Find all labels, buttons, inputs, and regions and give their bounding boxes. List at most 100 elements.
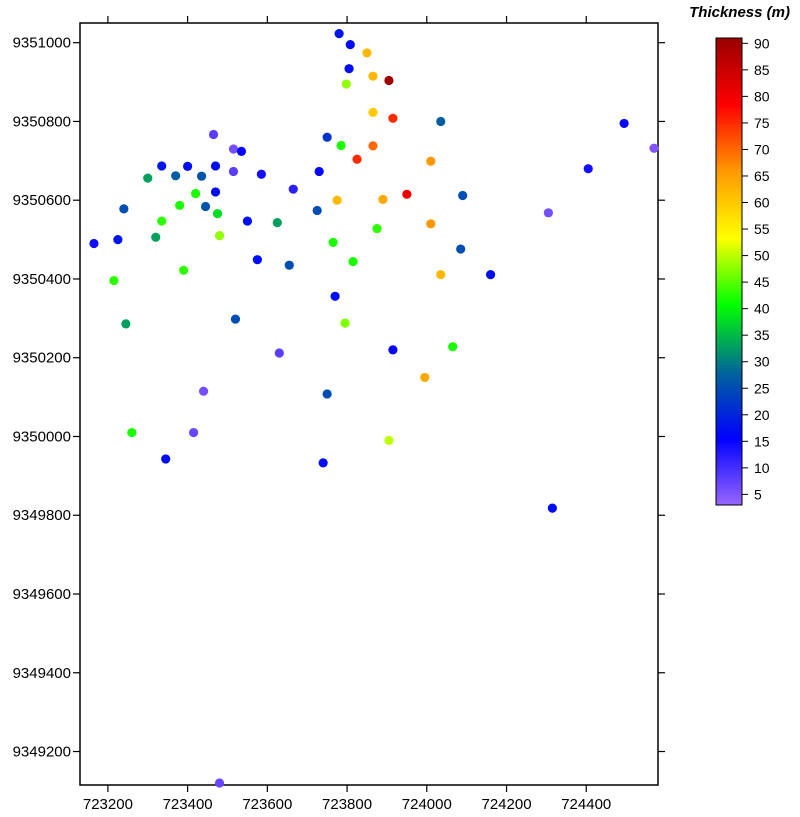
colorbar-tick-label: 25 [754,380,770,396]
data-point [372,223,382,234]
data-point [352,154,362,164]
y-tick-label: 9350600 [13,192,71,209]
data-point [402,189,412,199]
colorbar-tick-label: 60 [754,195,770,211]
data-point [485,270,496,280]
data-point [143,173,153,183]
colorbar-tick-label: 55 [754,221,770,237]
data-point [420,372,430,383]
y-tick-label: 9350200 [13,350,71,367]
colorbar-tick-label: 70 [754,141,770,157]
data-point [322,132,332,142]
data-point [378,194,388,205]
x-axis: 723200 723400 723600 723800 724000 724200 7244… [83,16,611,813]
data-point [191,188,201,199]
data-point [109,275,119,286]
data-point [436,270,446,280]
y-tick-label: 9349800 [13,507,71,524]
data-point [171,171,181,181]
data-point [368,107,378,117]
data-point [456,244,466,254]
data-point [312,205,322,216]
data-point [208,129,219,140]
x-tick-label: 723400 [163,796,213,813]
colorbar-tick-label: 10 [754,460,770,476]
data-point [214,778,225,788]
data-point [183,161,193,171]
data-point [426,219,436,229]
colorbar-tick-label: 5 [754,486,762,502]
data-point [252,255,262,265]
data-point [328,237,338,247]
data-point [272,218,282,228]
colorbar-tick-label: 85 [754,62,770,78]
x-tick-label: 723600 [242,796,292,813]
colorbar-tick-label: 20 [754,407,770,423]
data-point [284,260,294,270]
data-point [426,156,436,166]
y-tick-label: 9349400 [13,665,71,682]
data-point [340,318,350,328]
x-tick-label: 724400 [561,796,611,813]
colorbar-tick-label: 40 [754,301,770,317]
data-point [436,116,446,127]
data-point [332,195,342,205]
data-point [198,386,209,396]
data-point [314,166,324,177]
data-point [547,503,557,513]
data-point [384,435,394,446]
y-tick-label: 9350000 [13,428,71,445]
y-tick-label: 9350800 [13,113,71,130]
data-point [448,342,458,352]
data-point [362,48,372,58]
data-point [189,427,199,438]
data-point [583,164,593,174]
data-point [236,146,247,156]
data-point [388,113,398,123]
y-tick-label: 9351000 [13,35,71,52]
data-point [196,171,207,181]
data-point [175,200,185,210]
plot-area [79,22,659,786]
data-point [344,64,354,74]
data-point [210,161,221,171]
data-point [274,348,284,358]
data-points [89,29,659,788]
data-point [119,204,129,214]
data-point [256,169,266,179]
colorbar-tick-label: 15 [754,433,770,449]
data-point [619,118,629,129]
colorbar-tick-label: 30 [754,354,770,370]
y-tick-label: 9349600 [13,586,71,603]
data-point [345,40,355,50]
data-point [157,161,167,171]
y-axis: 9351000 9350800 9350600 9350400 9350200 93500… [13,35,665,761]
data-point [336,140,346,151]
data-point [458,190,468,201]
colorbar-tick-label: 75 [754,115,770,131]
colorbar-tick-label: 65 [754,168,770,184]
data-point [228,144,239,154]
data-point [228,166,239,177]
data-point [384,75,394,86]
data-point [388,345,398,355]
data-point [161,454,171,464]
data-point [157,216,167,226]
data-point [121,319,131,329]
plot-border [79,22,659,786]
data-point [368,141,378,151]
data-point [210,187,221,197]
colorbar-tick-label: 35 [754,327,770,343]
data-point [649,143,659,153]
data-point [288,184,298,194]
data-point [230,314,241,324]
x-tick-label: 723200 [83,796,133,813]
data-point [151,232,161,242]
data-point [334,29,344,39]
colorbar-gradient [715,37,743,506]
data-point [341,79,351,89]
data-point [200,201,211,212]
data-point [543,208,553,218]
colorbar-title: Thickness (m) [689,4,790,21]
